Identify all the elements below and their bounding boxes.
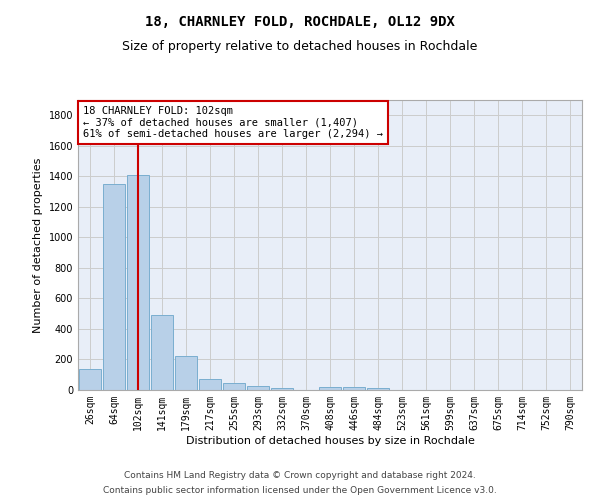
- Bar: [343, 387, 365, 390]
- Text: 18 CHARNLEY FOLD: 102sqm
← 37% of detached houses are smaller (1,407)
61% of sem: 18 CHARNLEY FOLD: 102sqm ← 37% of detach…: [83, 106, 383, 139]
- Bar: [223, 383, 245, 390]
- Y-axis label: Number of detached properties: Number of detached properties: [33, 158, 43, 332]
- Text: 18, CHARNLEY FOLD, ROCHDALE, OL12 9DX: 18, CHARNLEY FOLD, ROCHDALE, OL12 9DX: [145, 15, 455, 29]
- Bar: [271, 388, 293, 390]
- Bar: [175, 356, 197, 390]
- Bar: [247, 386, 269, 390]
- Bar: [199, 378, 221, 390]
- Bar: [79, 370, 101, 390]
- Text: Contains public sector information licensed under the Open Government Licence v3: Contains public sector information licen…: [103, 486, 497, 495]
- Bar: [319, 387, 341, 390]
- Text: Contains HM Land Registry data © Crown copyright and database right 2024.: Contains HM Land Registry data © Crown c…: [124, 471, 476, 480]
- X-axis label: Distribution of detached houses by size in Rochdale: Distribution of detached houses by size …: [185, 436, 475, 446]
- Bar: [367, 388, 389, 390]
- Bar: [127, 175, 149, 390]
- Bar: [151, 315, 173, 390]
- Bar: [103, 184, 125, 390]
- Text: Size of property relative to detached houses in Rochdale: Size of property relative to detached ho…: [122, 40, 478, 53]
